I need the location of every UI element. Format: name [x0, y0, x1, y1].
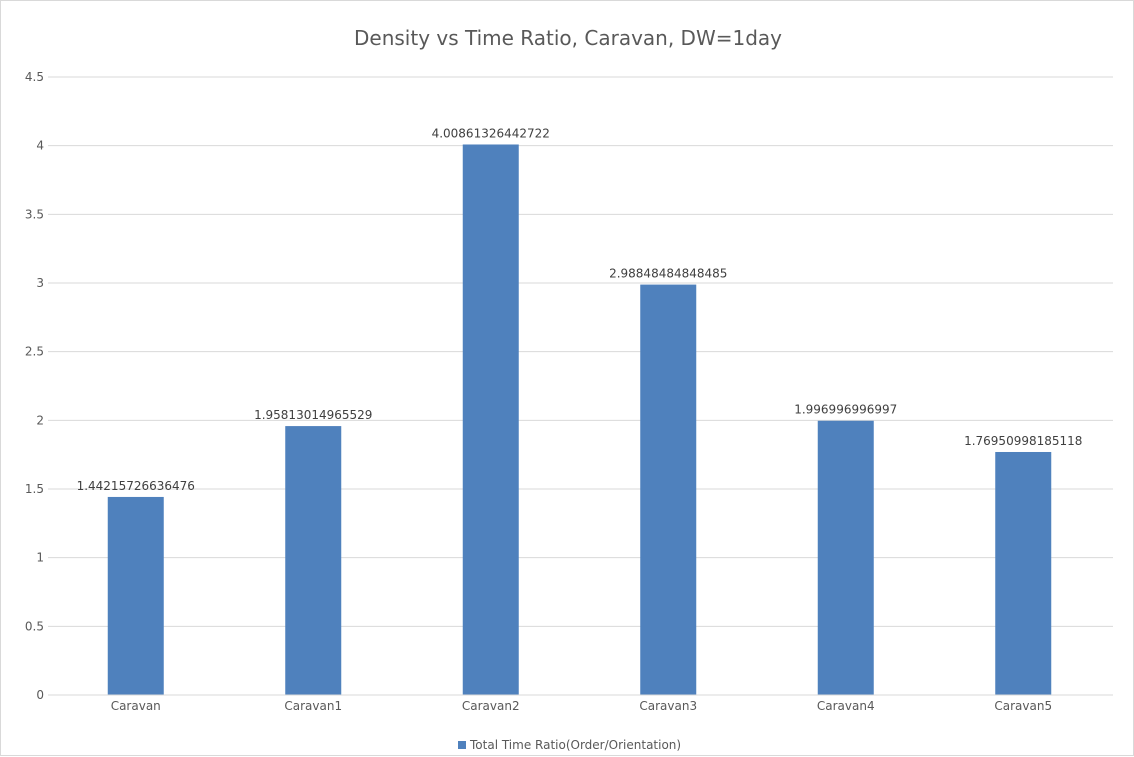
- data-labels: 1.44215726636476 1.95813014965529 4.008613…: [77, 126, 1083, 492]
- x-tick-label: Caravan4: [817, 699, 875, 713]
- y-axis-tick-labels: 0 0.5 1 1.5 2 2.5 3 3.5 4 4.5: [25, 70, 44, 702]
- data-label: 2.98848484848485: [609, 267, 727, 281]
- data-label: 1.996996996997: [794, 403, 897, 417]
- y-tick-label: 0: [36, 688, 44, 702]
- y-tick-label: 1: [36, 551, 44, 565]
- bar: [462, 144, 519, 696]
- chart-title: Density vs Time Ratio, Caravan, DW=1day: [354, 26, 782, 50]
- y-tick-label: 1.5: [25, 482, 44, 496]
- x-tick-label: Caravan: [111, 699, 161, 713]
- gridlines: [48, 76, 1113, 627]
- legend: Total Time Ratio(Order/Orientation): [458, 738, 681, 752]
- y-tick-label: 0.5: [25, 619, 44, 633]
- bar: [817, 420, 874, 695]
- bar: [640, 284, 697, 695]
- y-tick-label: 4: [36, 139, 44, 153]
- data-label: 1.76950998185118: [964, 434, 1082, 448]
- x-tick-label: Caravan5: [994, 699, 1052, 713]
- legend-label: Total Time Ratio(Order/Orientation): [469, 738, 681, 752]
- x-tick-label: Caravan1: [284, 699, 342, 713]
- x-axis-tick-labels: Caravan Caravan1 Caravan2 Caravan3 Caravan4 C…: [111, 699, 1052, 713]
- data-label: 4.00861326442722: [432, 126, 550, 140]
- y-tick-label: 2.5: [25, 345, 44, 359]
- x-tick-label: Caravan3: [639, 699, 697, 713]
- data-label: 1.95813014965529: [254, 408, 372, 422]
- y-tick-label: 2: [36, 413, 44, 427]
- bar: [107, 496, 164, 695]
- legend-swatch: [458, 741, 466, 749]
- data-label: 1.44215726636476: [77, 479, 195, 493]
- bar: [995, 451, 1052, 695]
- x-tick-label: Caravan2: [462, 699, 520, 713]
- bars: [107, 144, 1052, 696]
- y-tick-label: 3: [36, 276, 44, 290]
- y-tick-label: 4.5: [25, 70, 44, 84]
- bar: [285, 426, 342, 695]
- y-tick-label: 3.5: [25, 207, 44, 221]
